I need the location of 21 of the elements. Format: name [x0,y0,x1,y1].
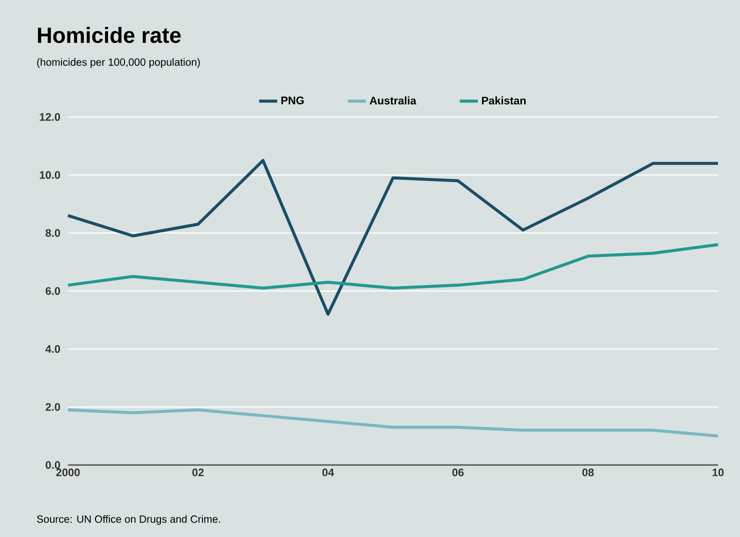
y-tick-label: 8.0 [46,229,60,237]
y-tick-label: 0.0 [46,461,60,469]
y-tick-label: 6.0 [46,287,60,295]
y-tick-label: 12.0 [40,113,60,121]
source-note: Source: UN Office on Drugs and Crime. [36,515,220,525]
line-series [66,158,720,316]
x-tick-label: 06 [452,468,464,476]
chart-title: Homicide rate [38,26,181,44]
x-tick-label: 08 [582,468,594,476]
line-series [66,243,720,290]
y-tick-label: 2.0 [46,403,60,411]
x-tick-label: 2000 [56,468,80,476]
y-tick-label: 4.0 [45,345,60,353]
x-tick-label: 10 [712,468,724,476]
legend-label: PNG [281,96,304,104]
chart-subtitle: (homicides per 100,000 population) [37,58,200,68]
x-tick-label: 04 [322,468,334,476]
x-tick-label: 02 [192,468,204,476]
legend-label: Australia [370,96,416,104]
legend-label: Pakistan [482,96,526,104]
y-tick-label: 10.0 [40,171,60,179]
